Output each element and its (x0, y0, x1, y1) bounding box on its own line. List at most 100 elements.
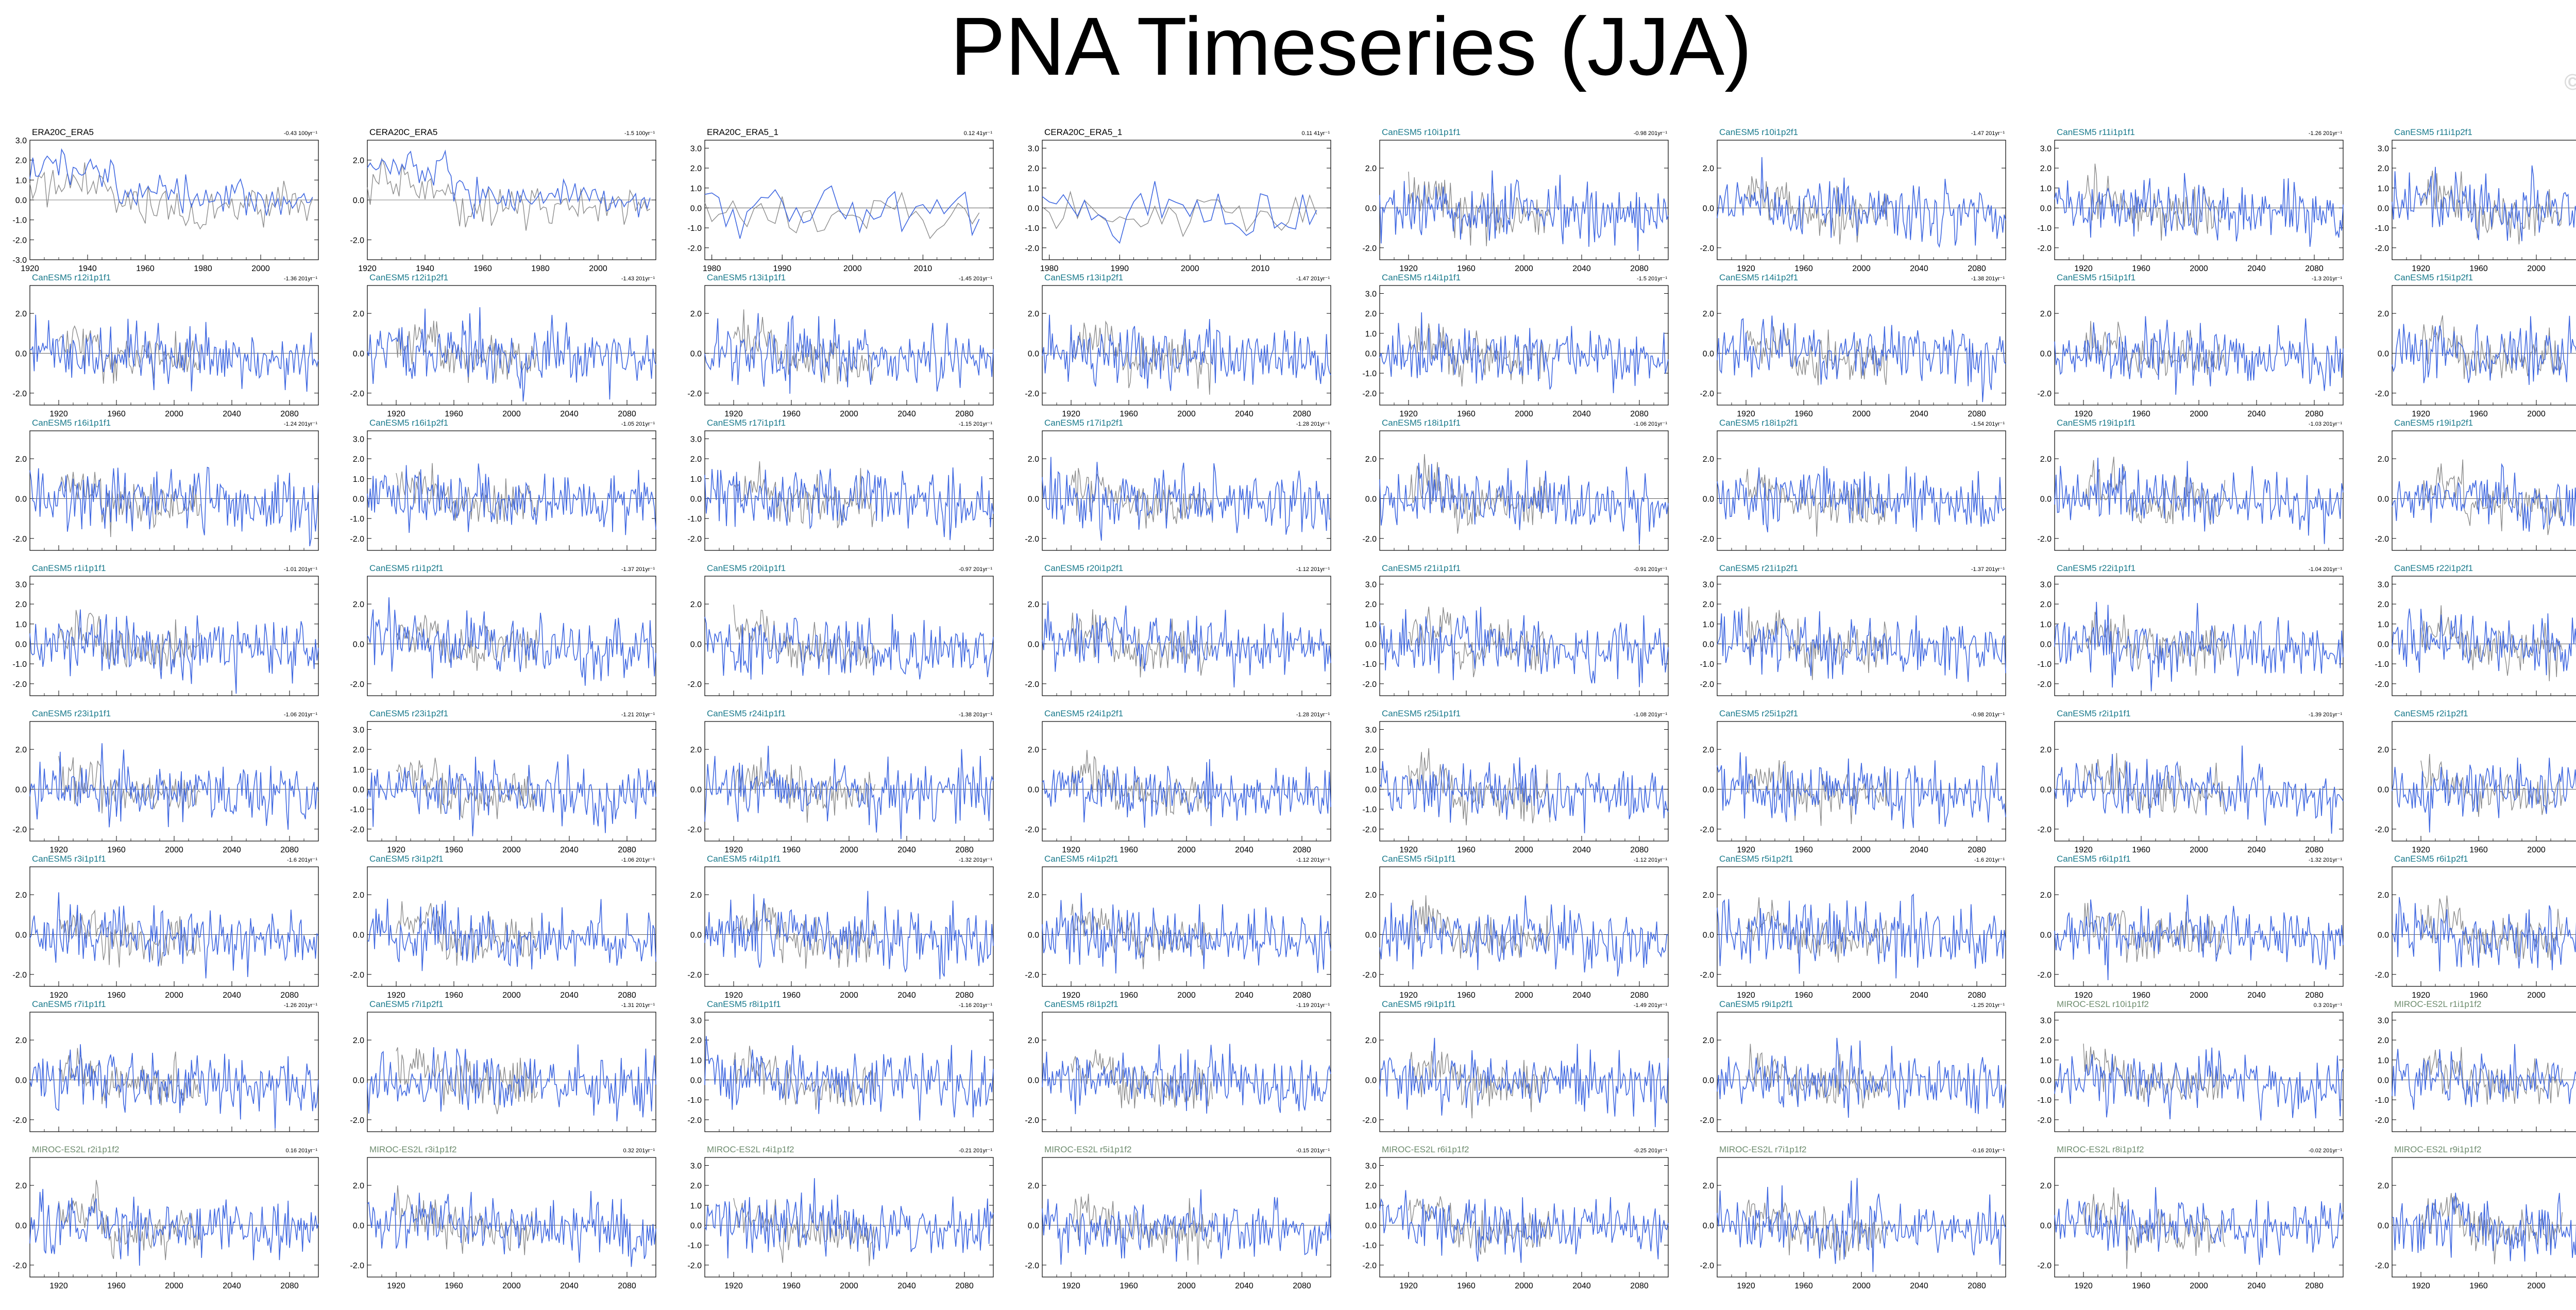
y-tick-label: 0.0 (1703, 495, 1714, 503)
series-line (29, 466, 319, 547)
reference-series-line (58, 1048, 200, 1106)
x-tick-label: 1940 (78, 264, 97, 273)
y-tick-label: 0.0 (2378, 204, 2389, 213)
plot-frame (1717, 721, 2006, 842)
panel-title: CanESM5 r22i1p2f1 (2394, 563, 2473, 573)
panel-trend-label: -1.6 201yr⁻¹ (287, 857, 317, 863)
series-line (1717, 893, 2006, 979)
series-line (2392, 463, 2576, 532)
series-line (2054, 316, 2344, 395)
panel-title: CanESM5 r16i1p1f1 (32, 418, 111, 428)
y-tick-label: 0.0 (353, 785, 364, 794)
y-tick-label: 2.0 (1365, 600, 1377, 609)
plot-frame (1042, 430, 1331, 551)
plot-frame (29, 1012, 319, 1132)
chart-panel: CanESM5 r25i1p1f1 -1.08 201yr⁻¹ 3.0 2.0 1.0 0… (1362, 709, 1669, 854)
y-tick-label: 2.0 (1703, 600, 1714, 609)
x-tick-label: 2080 (618, 1282, 636, 1290)
y-tick-label: -2.0 (1700, 1116, 1714, 1125)
series-line (1717, 608, 2006, 682)
x-tick-label: 1920 (2412, 991, 2430, 1000)
series-line (2392, 165, 2576, 242)
y-tick-label: 3.0 (1365, 1162, 1377, 1170)
chart-panel: CanESM5 r5i1p1f1 -1.12 201yr⁻¹ 2.0 0.0 -2.0 1… (1362, 854, 1669, 1000)
reference-series-line (2083, 163, 2225, 241)
y-tick-label: 0.0 (2378, 1221, 2389, 1230)
x-tick-label: 1920 (2074, 846, 2093, 854)
y-tick-label: 2.0 (2378, 164, 2389, 173)
chart-panel: CanESM5 r11i1p1f1 -1.26 201yr⁻¹ 3.0 2.0 1.0 0… (2037, 127, 2344, 273)
y-tick-label: 1.0 (690, 475, 702, 484)
series-line (1717, 752, 2006, 829)
y-tick-label: 2.0 (690, 310, 702, 318)
y-tick-label: 0.0 (690, 931, 702, 939)
reference-series-line (1745, 897, 1888, 963)
plot-frame (2054, 721, 2344, 842)
x-tick-label: 2080 (2305, 991, 2324, 1000)
series-line (29, 609, 319, 694)
x-tick-label: 2000 (2190, 991, 2208, 1000)
y-tick-label: -2.0 (2037, 971, 2052, 980)
y-tick-label: -2.0 (2375, 826, 2389, 834)
x-tick-label: 1960 (1794, 1282, 1813, 1290)
chart-panel: CanESM5 r3i1p1f1 -1.6 201yr⁻¹ 2.0 0.0 -2.0 19… (12, 854, 319, 1000)
x-tick-label: 1960 (1120, 410, 1138, 418)
x-tick-label: 1960 (2469, 991, 2488, 1000)
x-tick-label: 2080 (1968, 846, 1986, 854)
panel-trend-label: -1.37 201yr⁻¹ (1971, 566, 2005, 573)
y-tick-label: 1.0 (2378, 1056, 2389, 1065)
x-tick-label: 1920 (49, 991, 68, 1000)
x-tick-label: 2080 (2305, 1282, 2324, 1290)
chart-panel: CanESM5 r1i1p1f1 -1.01 201yr⁻¹ 3.0 2.0 1.0 0.… (12, 563, 319, 696)
y-tick-label: 0.0 (2040, 785, 2052, 794)
y-tick-label: -2.0 (1362, 244, 1377, 253)
chart-panel: CERA20C_ERA5_1 0.11 41yr⁻¹ 3.0 2.0 1.0 0.0 -1.… (1025, 127, 1331, 273)
chart-panel: CanESM5 r13i1p2f1 -1.47 201yr⁻¹ 2.0 0.0 -2.0… (1025, 273, 1331, 418)
y-tick-label: 0.0 (2378, 349, 2389, 358)
x-tick-label: 2000 (1852, 846, 1871, 854)
y-tick-label: -2.0 (687, 244, 702, 253)
y-tick-label: 0.0 (690, 349, 702, 358)
panel-trend-label: -1.03 201yr⁻¹ (2309, 421, 2342, 427)
panel-trend-label: 0.11 41yr⁻¹ (1301, 130, 1330, 137)
y-tick-label: 0.0 (1703, 349, 1714, 358)
y-tick-label: -2.0 (12, 1116, 27, 1125)
page-title: PNA Timeseries (JJA) (950, 0, 1752, 92)
panel-title: CanESM5 r9i1p1f1 (1382, 999, 1456, 1009)
x-tick-label: 2000 (2190, 264, 2208, 273)
y-tick-label: -1.0 (2375, 1096, 2389, 1105)
chart-panel: CanESM5 r4i1p2f1 -1.12 201yr⁻¹ 2.0 0.0 -2.0 1… (1025, 854, 1331, 1000)
series-line (1717, 1178, 2006, 1272)
x-tick-label: 1990 (1110, 264, 1129, 273)
y-tick-label: 0.0 (1365, 1076, 1377, 1085)
panel-trend-label: -0.16 201yr⁻¹ (1971, 1148, 2005, 1154)
y-tick-label: 2.0 (1365, 1182, 1377, 1190)
y-tick-label: 3.0 (1028, 144, 1039, 153)
series-line (1717, 466, 2006, 532)
y-tick-label: 2.0 (2040, 164, 2052, 173)
x-tick-label: 2000 (2527, 846, 2546, 854)
chart-panel: MIROC-ES2L r8i1p1f2 -0.02 201yr⁻¹ 2.0 0.0 -2… (2037, 1145, 2344, 1290)
x-tick-label: 1920 (1399, 991, 1418, 1000)
chart-panel: ERA20C_ERA5 -0.43 100yr⁻¹ 3.0 2.0 1.0 0.0 -1.0… (12, 127, 319, 273)
x-tick-label: 2000 (2190, 846, 2208, 854)
x-tick-label: 1920 (2074, 264, 2093, 273)
x-tick-label: 1920 (1062, 1282, 1080, 1290)
series-line (2054, 1047, 2344, 1121)
chart-panel: CanESM5 r19i1p1f1 -1.03 201yr⁻¹ 2.0 0.0 -2.0 (2037, 418, 2344, 551)
y-tick-label: -2.0 (12, 1262, 27, 1270)
panel-title: ERA20C_ERA5_1 (707, 127, 778, 137)
chart-panel: CanESM5 r18i1p2f1 -1.54 201yr⁻¹ 2.0 0.0 -2.0 (1700, 418, 2006, 551)
x-tick-label: 2040 (1572, 991, 1591, 1000)
series-line (704, 1036, 994, 1121)
x-tick-label: 2000 (589, 264, 607, 273)
reference-series-line (733, 309, 876, 384)
reference-series-line (1408, 1196, 1551, 1255)
y-tick-label: -2.0 (1025, 1262, 1039, 1270)
x-tick-label: 2000 (2190, 1282, 2208, 1290)
x-tick-label: 1920 (1737, 264, 1755, 273)
x-tick-label: 1960 (445, 410, 463, 418)
x-tick-label: 2040 (2247, 264, 2266, 273)
chart-panel: MIROC-ES2L r4i1p1f2 -0.21 201yr⁻¹ 3.0 2.0 1.… (687, 1145, 994, 1290)
y-tick-label: 0.0 (690, 204, 702, 213)
